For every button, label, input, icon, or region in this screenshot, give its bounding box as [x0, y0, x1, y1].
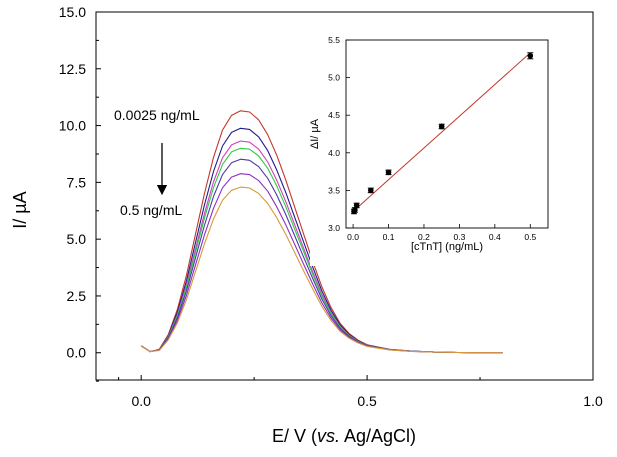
inset-x-tick-label: 0.0: [347, 232, 359, 242]
x-axis-title-italic: vs.: [317, 426, 340, 446]
x-tick-label: 1.0: [583, 393, 603, 409]
y-tick-label: 5.0: [67, 231, 87, 247]
y-axis-title: I/ µA: [10, 191, 30, 228]
y-tick-label: 2.5: [67, 288, 87, 304]
inset-x-tick-label: 0.1: [383, 232, 395, 242]
x-axis-title-suffix: Ag/AgCl): [340, 426, 416, 446]
x-tick-label: 0.5: [357, 393, 377, 409]
inset-fit-line: [352, 52, 531, 212]
y-tick-label: 15.0: [59, 4, 86, 20]
annotation-bottom: 0.5 ng/mL: [120, 202, 182, 218]
inset-data-point: [353, 202, 360, 209]
y-tick-label: 12.5: [59, 61, 86, 77]
y-tick-label: 7.5: [67, 174, 87, 190]
inset-x-tick-label: 0.2: [418, 232, 430, 242]
voltammogram-line-7: [140, 186, 503, 354]
inset-y-axis-title: ΔI/ µA: [309, 118, 321, 149]
inset-data-point: [527, 52, 534, 59]
inset-y-tick-label: 4.0: [328, 148, 340, 158]
inset-data-point: [352, 207, 358, 213]
inset-chart: 3.0 3.5 4.0 4.5 5.0 5.5 0.0 0.1 0.2 0.3 0.4 0.5 [cT…: [309, 26, 580, 266]
inset-frame: [345, 39, 549, 229]
x-tick-label: 0.0: [131, 393, 151, 409]
x-axis-title-prefix: E/ V (: [272, 426, 317, 446]
x-axis-title: E/ V (vs. Ag/AgCl): [272, 426, 416, 446]
annotation-top: 0.0025 ng/mL: [114, 107, 200, 123]
inset-series: [350, 52, 534, 215]
inset-background: [310, 26, 580, 266]
inset-data-point: [385, 169, 392, 176]
main-ticks: 0.0 2.5 5.0 7.5 10.0 12.5 15.0 0.0 0.5 1.0: [59, 4, 603, 409]
inset-y-tick-label: 4.5: [328, 110, 340, 120]
main-series: [140, 110, 503, 354]
inset-y-tick-label: 3.0: [328, 223, 340, 233]
inset-ticks: 3.0 3.5 4.0 4.5 5.0 5.5 0.0 0.1 0.2 0.3 0.4 0.5: [328, 35, 536, 242]
y-tick-label: 10.0: [59, 118, 86, 134]
inset-data-point: [368, 187, 374, 194]
inset-y-tick-label: 5.5: [328, 35, 340, 45]
inset-data-point: [438, 123, 445, 130]
y-tick-label: 0.0: [67, 345, 87, 361]
inset-y-tick-label: 5.0: [328, 73, 340, 83]
inset-x-axis-title: [cTnT] (ng/mL): [411, 241, 483, 253]
inset-x-tick-label: 0.3: [453, 232, 465, 242]
plot-frame: [95, 11, 594, 381]
inset-x-tick-label: 0.5: [524, 232, 536, 242]
inset-x-tick-label: 0.4: [489, 232, 501, 242]
inset-y-tick-label: 3.5: [328, 185, 340, 195]
